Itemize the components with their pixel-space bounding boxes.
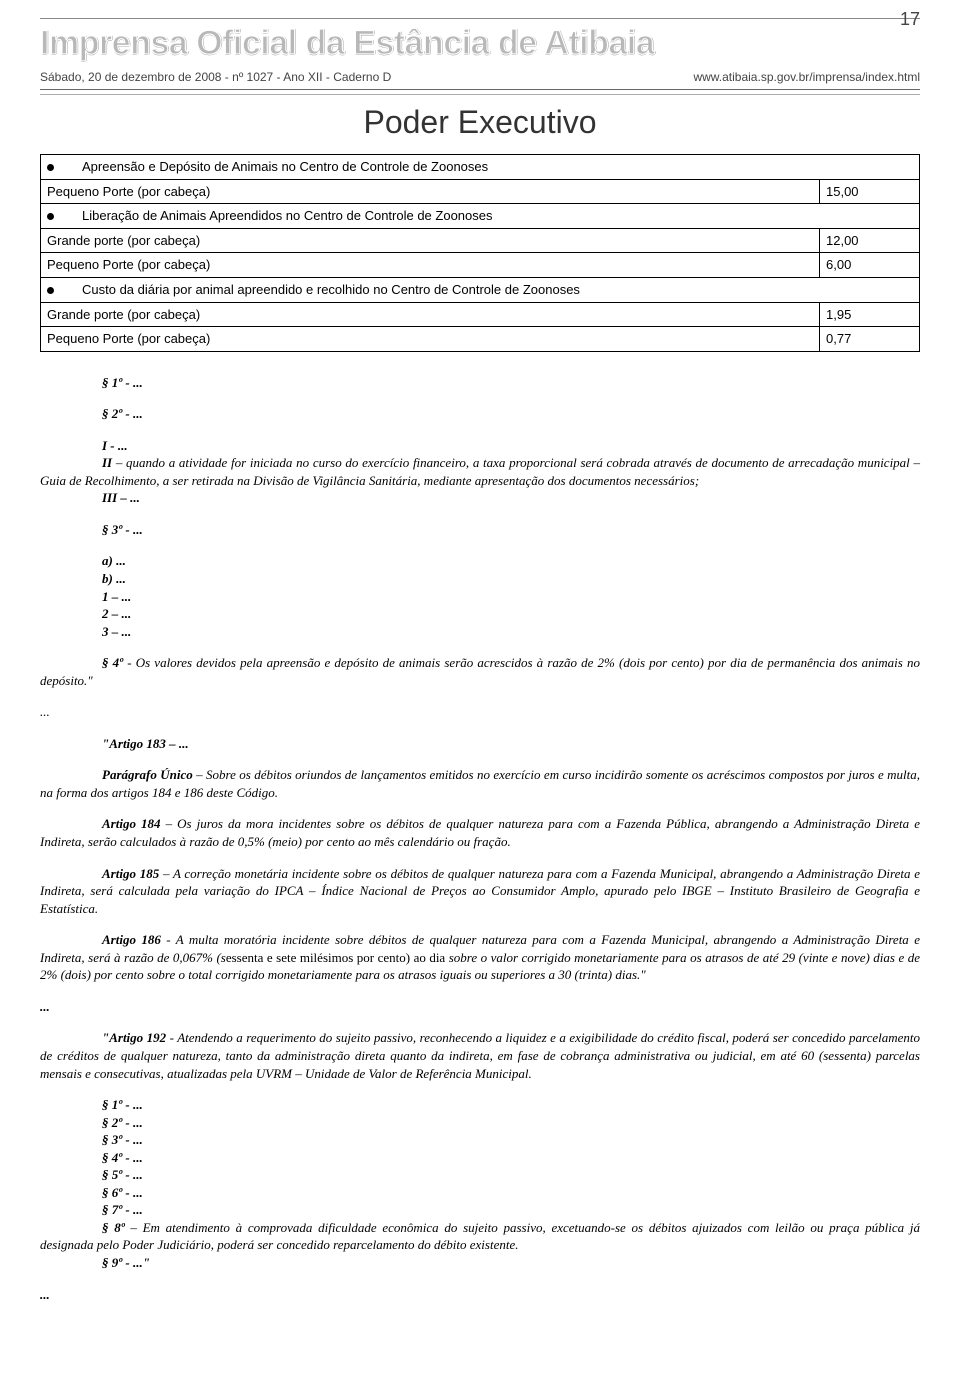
- item-a: a) ...: [40, 552, 920, 570]
- s6: § 6º - ...: [40, 1184, 920, 1202]
- fee-label-cell: Pequeno Porte (por cabeça): [41, 253, 820, 278]
- page-number: 17: [900, 7, 920, 31]
- fee-label-cell: Pequeno Porte (por cabeça): [41, 327, 820, 352]
- artigo-192: "Artigo 192 - Atendendo a requerimento d…: [40, 1029, 920, 1082]
- bullet-icon: [47, 213, 54, 220]
- para-4o: § 4º - Os valores devidos pela apreensão…: [40, 654, 920, 689]
- table-row: Liberação de Animais Apreendidos no Cent…: [41, 204, 920, 229]
- artigo-186: Artigo 186 - A multa moratória incidente…: [40, 931, 920, 984]
- s3: § 3º - ...: [40, 1131, 920, 1149]
- fee-value-cell: 6,00: [820, 253, 920, 278]
- s7: § 7º - ...: [40, 1201, 920, 1219]
- s2: § 2º - ...: [40, 1114, 920, 1132]
- table-row: Pequeno Porte (por cabeça)15,00: [41, 179, 920, 204]
- fee-value-cell: 12,00: [820, 228, 920, 253]
- s8: § 8º – Em atendimento à comprovada dific…: [40, 1219, 920, 1254]
- artigo-185: Artigo 185 – A correção monetária incide…: [40, 865, 920, 918]
- table-row: Custo da diária por animal apreendido e …: [41, 278, 920, 303]
- fee-label-cell: Grande porte (por cabeça): [41, 228, 820, 253]
- document-body: § 1º - ... § 2º - ... I - ... II – quand…: [40, 374, 920, 1303]
- section-title: Poder Executivo: [40, 101, 920, 144]
- table-row: Pequeno Porte (por cabeça)6,00: [41, 253, 920, 278]
- s4: § 4º - ...: [40, 1149, 920, 1167]
- ellipsis: ...: [40, 998, 920, 1016]
- para-iii: III – ...: [40, 489, 920, 507]
- fee-value-cell: 0,77: [820, 327, 920, 352]
- bullet-icon: [47, 164, 54, 171]
- para-3o: § 3º - ...: [40, 521, 920, 539]
- fee-header-cell: Liberação de Animais Apreendidos no Cent…: [41, 204, 920, 229]
- table-row: Grande porte (por cabeça)1,95: [41, 302, 920, 327]
- item-b: b) ...: [40, 570, 920, 588]
- fee-label-cell: Pequeno Porte (por cabeça): [41, 179, 820, 204]
- artigo-183-label: "Artigo 183 – ...: [40, 735, 920, 753]
- fee-value-cell: 1,95: [820, 302, 920, 327]
- dateline: Sábado, 20 de dezembro de 2008 - nº 1027…: [40, 69, 391, 85]
- table-row: Apreensão e Depósito de Animais no Centr…: [41, 155, 920, 180]
- masthead-title: Imprensa Oficial da Estância de Atibaia: [40, 21, 920, 67]
- fee-header-cell: Custo da diária por animal apreendido e …: [41, 278, 920, 303]
- s9: § 9º - ...": [40, 1254, 920, 1272]
- para-1: § 1º - ...: [40, 374, 920, 392]
- fee-value-cell: 15,00: [820, 179, 920, 204]
- para-2: § 2º - ...: [40, 405, 920, 423]
- artigo-184: Artigo 184 – Os juros da mora incidentes…: [40, 815, 920, 850]
- bullet-icon: [47, 287, 54, 294]
- s5: § 5º - ...: [40, 1166, 920, 1184]
- ellipsis: ...: [40, 703, 920, 721]
- item-2: 2 – ...: [40, 605, 920, 623]
- fee-header-cell: Apreensão e Depósito de Animais no Centr…: [41, 155, 920, 180]
- para-i: I - ...: [40, 437, 920, 455]
- fee-label-cell: Grande porte (por cabeça): [41, 302, 820, 327]
- item-1: 1 – ...: [40, 588, 920, 606]
- item-3: 3 – ...: [40, 623, 920, 641]
- table-row: Grande porte (por cabeça)12,00: [41, 228, 920, 253]
- site-url: www.atibaia.sp.gov.br/imprensa/index.htm…: [693, 69, 920, 85]
- ellipsis: ...: [40, 1286, 920, 1304]
- fees-table: Apreensão e Depósito de Animais no Centr…: [40, 154, 920, 351]
- s1: § 1º - ...: [40, 1096, 920, 1114]
- artigo-183-pu: Parágrafo Único – Sobre os débitos oriun…: [40, 766, 920, 801]
- table-row: Pequeno Porte (por cabeça)0,77: [41, 327, 920, 352]
- para-ii: II – quando a atividade for iniciada no …: [40, 454, 920, 489]
